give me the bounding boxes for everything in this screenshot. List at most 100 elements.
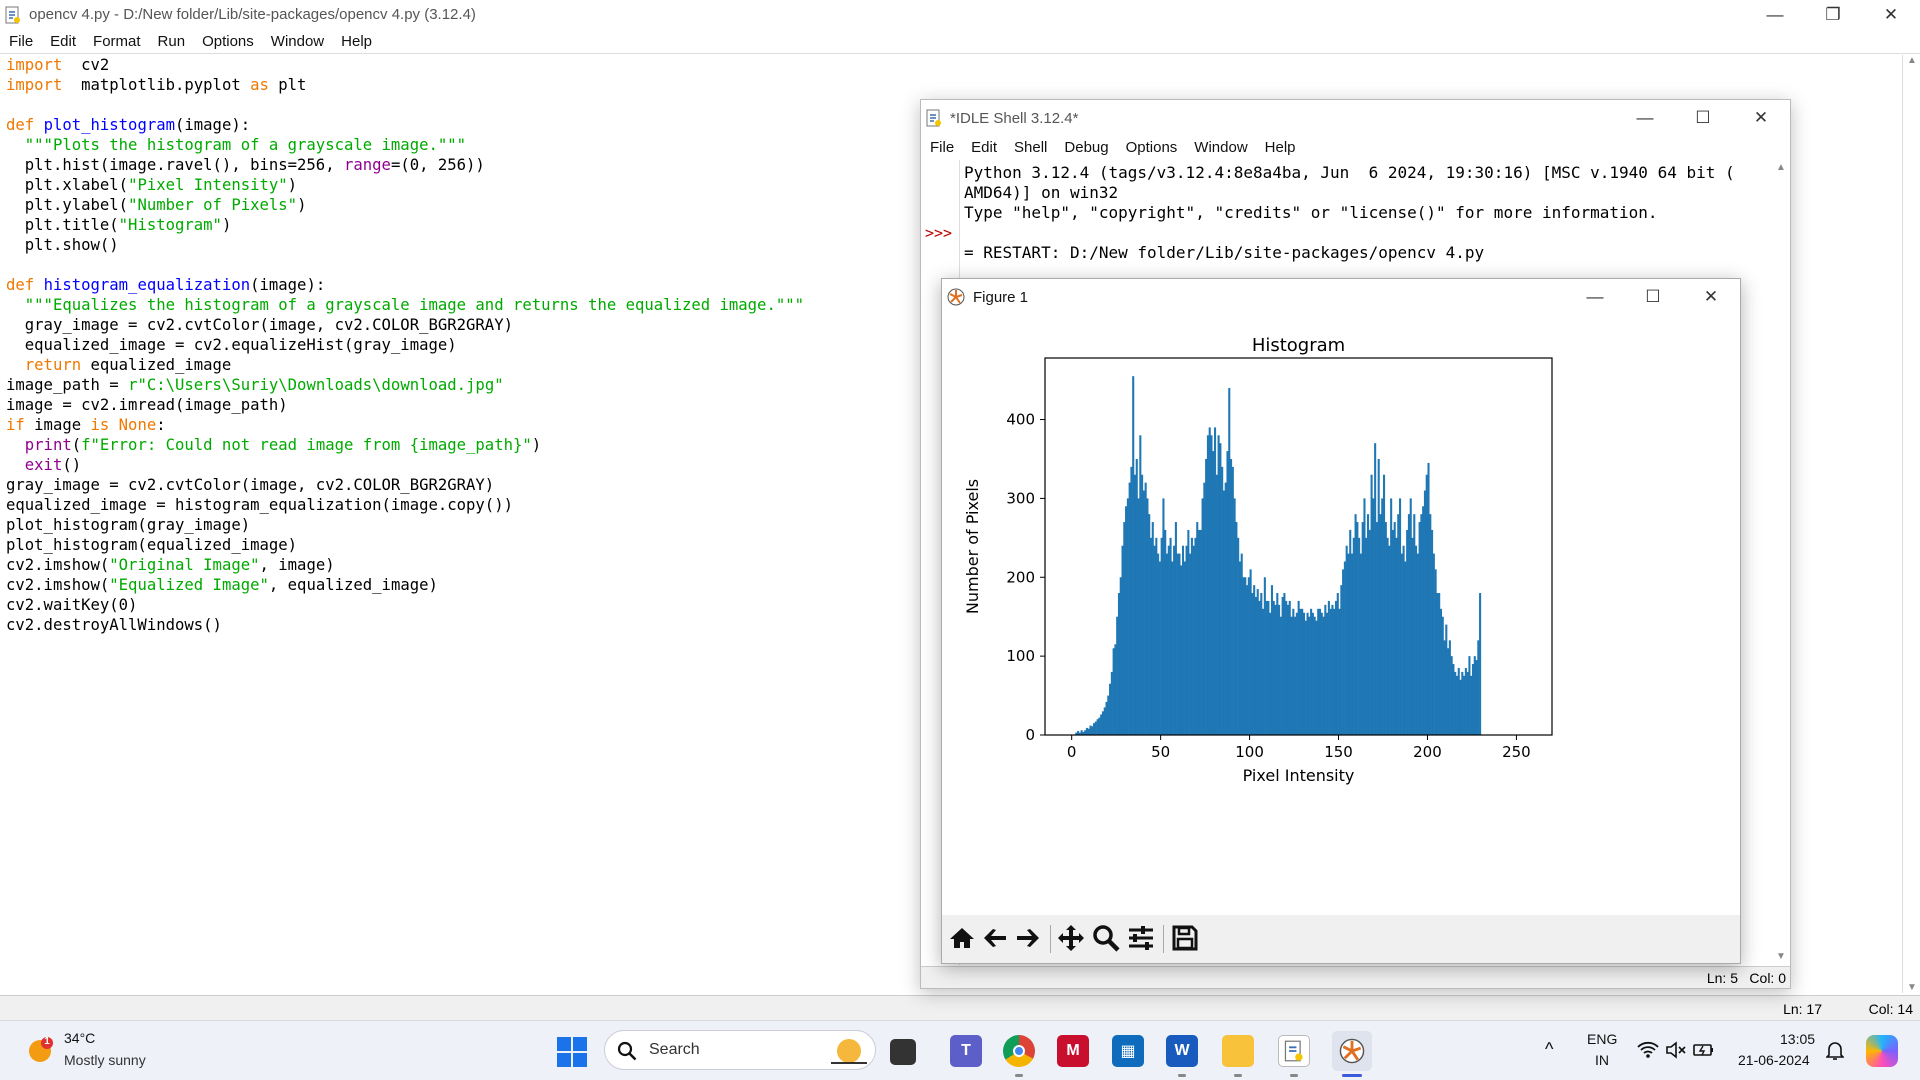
histogram-bar xyxy=(1116,616,1119,735)
clock-time[interactable]: 13:05 xyxy=(1780,1031,1816,1047)
minimize-button[interactable]: — xyxy=(1636,108,1654,127)
menu-window[interactable]: Window xyxy=(270,32,325,50)
language-top[interactable]: ENG xyxy=(1587,1031,1618,1047)
histogram-bar xyxy=(1183,561,1186,735)
scroll-up-icon[interactable]: ▲ xyxy=(1907,55,1917,66)
shell-line: = RESTART: D:/New folder/Lib/site-packag… xyxy=(964,243,1485,262)
menu-shell[interactable]: Shell xyxy=(1014,138,1048,156)
word-icon[interactable]: W xyxy=(1166,1035,1198,1067)
scroll-down-icon[interactable]: ▼ xyxy=(1776,951,1786,962)
histogram-bar xyxy=(1288,600,1291,735)
histogram-bar xyxy=(1126,498,1129,735)
histogram-bar xyxy=(1422,506,1425,735)
back-icon[interactable] xyxy=(980,923,1010,953)
histogram-bar xyxy=(1391,529,1394,735)
histogram-bar xyxy=(1463,675,1466,735)
idle-python-icon[interactable] xyxy=(1278,1035,1310,1067)
teams-icon[interactable]: T xyxy=(950,1035,982,1067)
forward-icon[interactable] xyxy=(1013,923,1043,953)
copilot-icon[interactable] xyxy=(1866,1035,1898,1067)
close-button[interactable]: ✕ xyxy=(1753,108,1769,127)
notification-bell-icon[interactable] xyxy=(1826,1041,1844,1061)
close-button[interactable]: ✕ xyxy=(1703,287,1719,306)
histogram-bar xyxy=(1343,561,1346,735)
language-bottom[interactable]: IN xyxy=(1595,1052,1609,1068)
code-token: None xyxy=(118,416,157,434)
search-icon xyxy=(617,1041,637,1061)
configure-icon[interactable] xyxy=(1126,923,1156,953)
maximize-button[interactable]: ☐ xyxy=(1645,287,1661,306)
histogram-bar xyxy=(1219,443,1222,735)
x-axis-label: Pixel Intensity xyxy=(1243,766,1355,785)
clock-date[interactable]: 21-06-2024 xyxy=(1738,1052,1810,1068)
histogram-bar xyxy=(1358,537,1361,735)
scroll-up-icon[interactable]: ▲ xyxy=(1776,162,1786,173)
menu-format[interactable]: Format xyxy=(93,32,141,50)
y-tick-label: 400 xyxy=(1006,411,1035,429)
menu-help[interactable]: Help xyxy=(341,32,372,50)
histogram-bar xyxy=(1365,537,1368,735)
wifi-icon[interactable] xyxy=(1637,1041,1659,1059)
code-token: equalized_image = histogram_equalization… xyxy=(6,496,513,514)
menu-file[interactable]: File xyxy=(9,32,34,50)
histogram-bar xyxy=(1238,561,1241,735)
menu-options[interactable]: Options xyxy=(202,32,254,50)
scroll-down-icon[interactable]: ▼ xyxy=(1907,982,1917,993)
chrome-icon[interactable] xyxy=(1003,1035,1035,1067)
weather-icon[interactable]: 1 xyxy=(26,1035,56,1065)
windows-start-icon[interactable] xyxy=(557,1037,587,1071)
chevron-up-icon[interactable]: ^ xyxy=(1545,1039,1554,1059)
restore-button[interactable]: ❐ xyxy=(1825,4,1841,24)
plot-frame xyxy=(1044,357,1553,736)
zoom-icon[interactable] xyxy=(1091,923,1121,953)
histogram-bar xyxy=(1130,466,1133,735)
code-editor[interactable]: import cv2 import matplotlib.pyplot as pl… xyxy=(6,55,804,635)
menu-edit[interactable]: Edit xyxy=(971,138,998,156)
minimize-button[interactable]: — xyxy=(1766,4,1784,24)
histogram-bar xyxy=(1285,600,1288,735)
histogram-bar xyxy=(1334,600,1338,735)
menu-options[interactable]: Options xyxy=(1125,138,1178,156)
editor-scrollbar[interactable]: ▲ ▼ xyxy=(1902,55,1920,993)
search-box[interactable]: Search xyxy=(604,1030,876,1070)
file-explorer-icon[interactable] xyxy=(1222,1035,1254,1067)
maximize-button[interactable]: ☐ xyxy=(1695,108,1711,127)
pan-icon[interactable] xyxy=(1056,923,1086,953)
menu-edit[interactable]: Edit xyxy=(50,32,77,50)
matplotlib-icon[interactable] xyxy=(1332,1031,1372,1071)
code-token: matplotlib.pyplot xyxy=(62,76,251,94)
menu-window[interactable]: Window xyxy=(1194,138,1248,156)
menu-run[interactable]: Run xyxy=(157,32,186,50)
histogram-bar xyxy=(1350,553,1354,735)
code-line: cv2.destroyAllWindows() xyxy=(6,615,804,635)
histogram-bar xyxy=(1384,522,1387,735)
code-token: plot_histogram xyxy=(43,116,175,134)
histogram-bar xyxy=(1301,608,1304,735)
task-view-icon[interactable] xyxy=(890,1039,916,1065)
histogram-bar xyxy=(1290,616,1293,735)
histogram-bar xyxy=(1258,600,1261,735)
menu-debug[interactable]: Debug xyxy=(1064,138,1109,156)
home-icon[interactable] xyxy=(947,923,977,953)
histogram-bar xyxy=(1265,600,1268,735)
mcafee-icon[interactable]: M xyxy=(1057,1035,1089,1067)
minimize-button[interactable]: — xyxy=(1586,287,1604,306)
histogram-bar xyxy=(1375,522,1378,735)
shell-scrollbar[interactable]: ▲ ▼ xyxy=(1772,162,1790,962)
histogram-bar xyxy=(1276,593,1279,735)
y-tick-label: 200 xyxy=(1006,568,1035,586)
histogram-bar xyxy=(1294,616,1297,735)
histogram-bar xyxy=(1263,577,1266,735)
menu-file[interactable]: File xyxy=(930,138,955,156)
code-token: "Number of Pixels" xyxy=(128,196,298,214)
shell-line: AMD64)] on win32 xyxy=(964,183,1119,202)
menu-help[interactable]: Help xyxy=(1264,138,1296,156)
close-button[interactable]: ✕ xyxy=(1883,4,1899,24)
volume-muted-icon[interactable] xyxy=(1665,1041,1687,1059)
save-icon[interactable] xyxy=(1170,923,1200,953)
shell-output[interactable]: Python 3.12.4 (tags/v3.12.4:8e8a4ba, Jun… xyxy=(964,163,1735,263)
store-icon[interactable]: ▦ xyxy=(1112,1035,1144,1067)
code-token xyxy=(34,276,43,294)
histogram-bar xyxy=(1425,474,1428,735)
battery-charging-icon[interactable] xyxy=(1693,1041,1715,1059)
